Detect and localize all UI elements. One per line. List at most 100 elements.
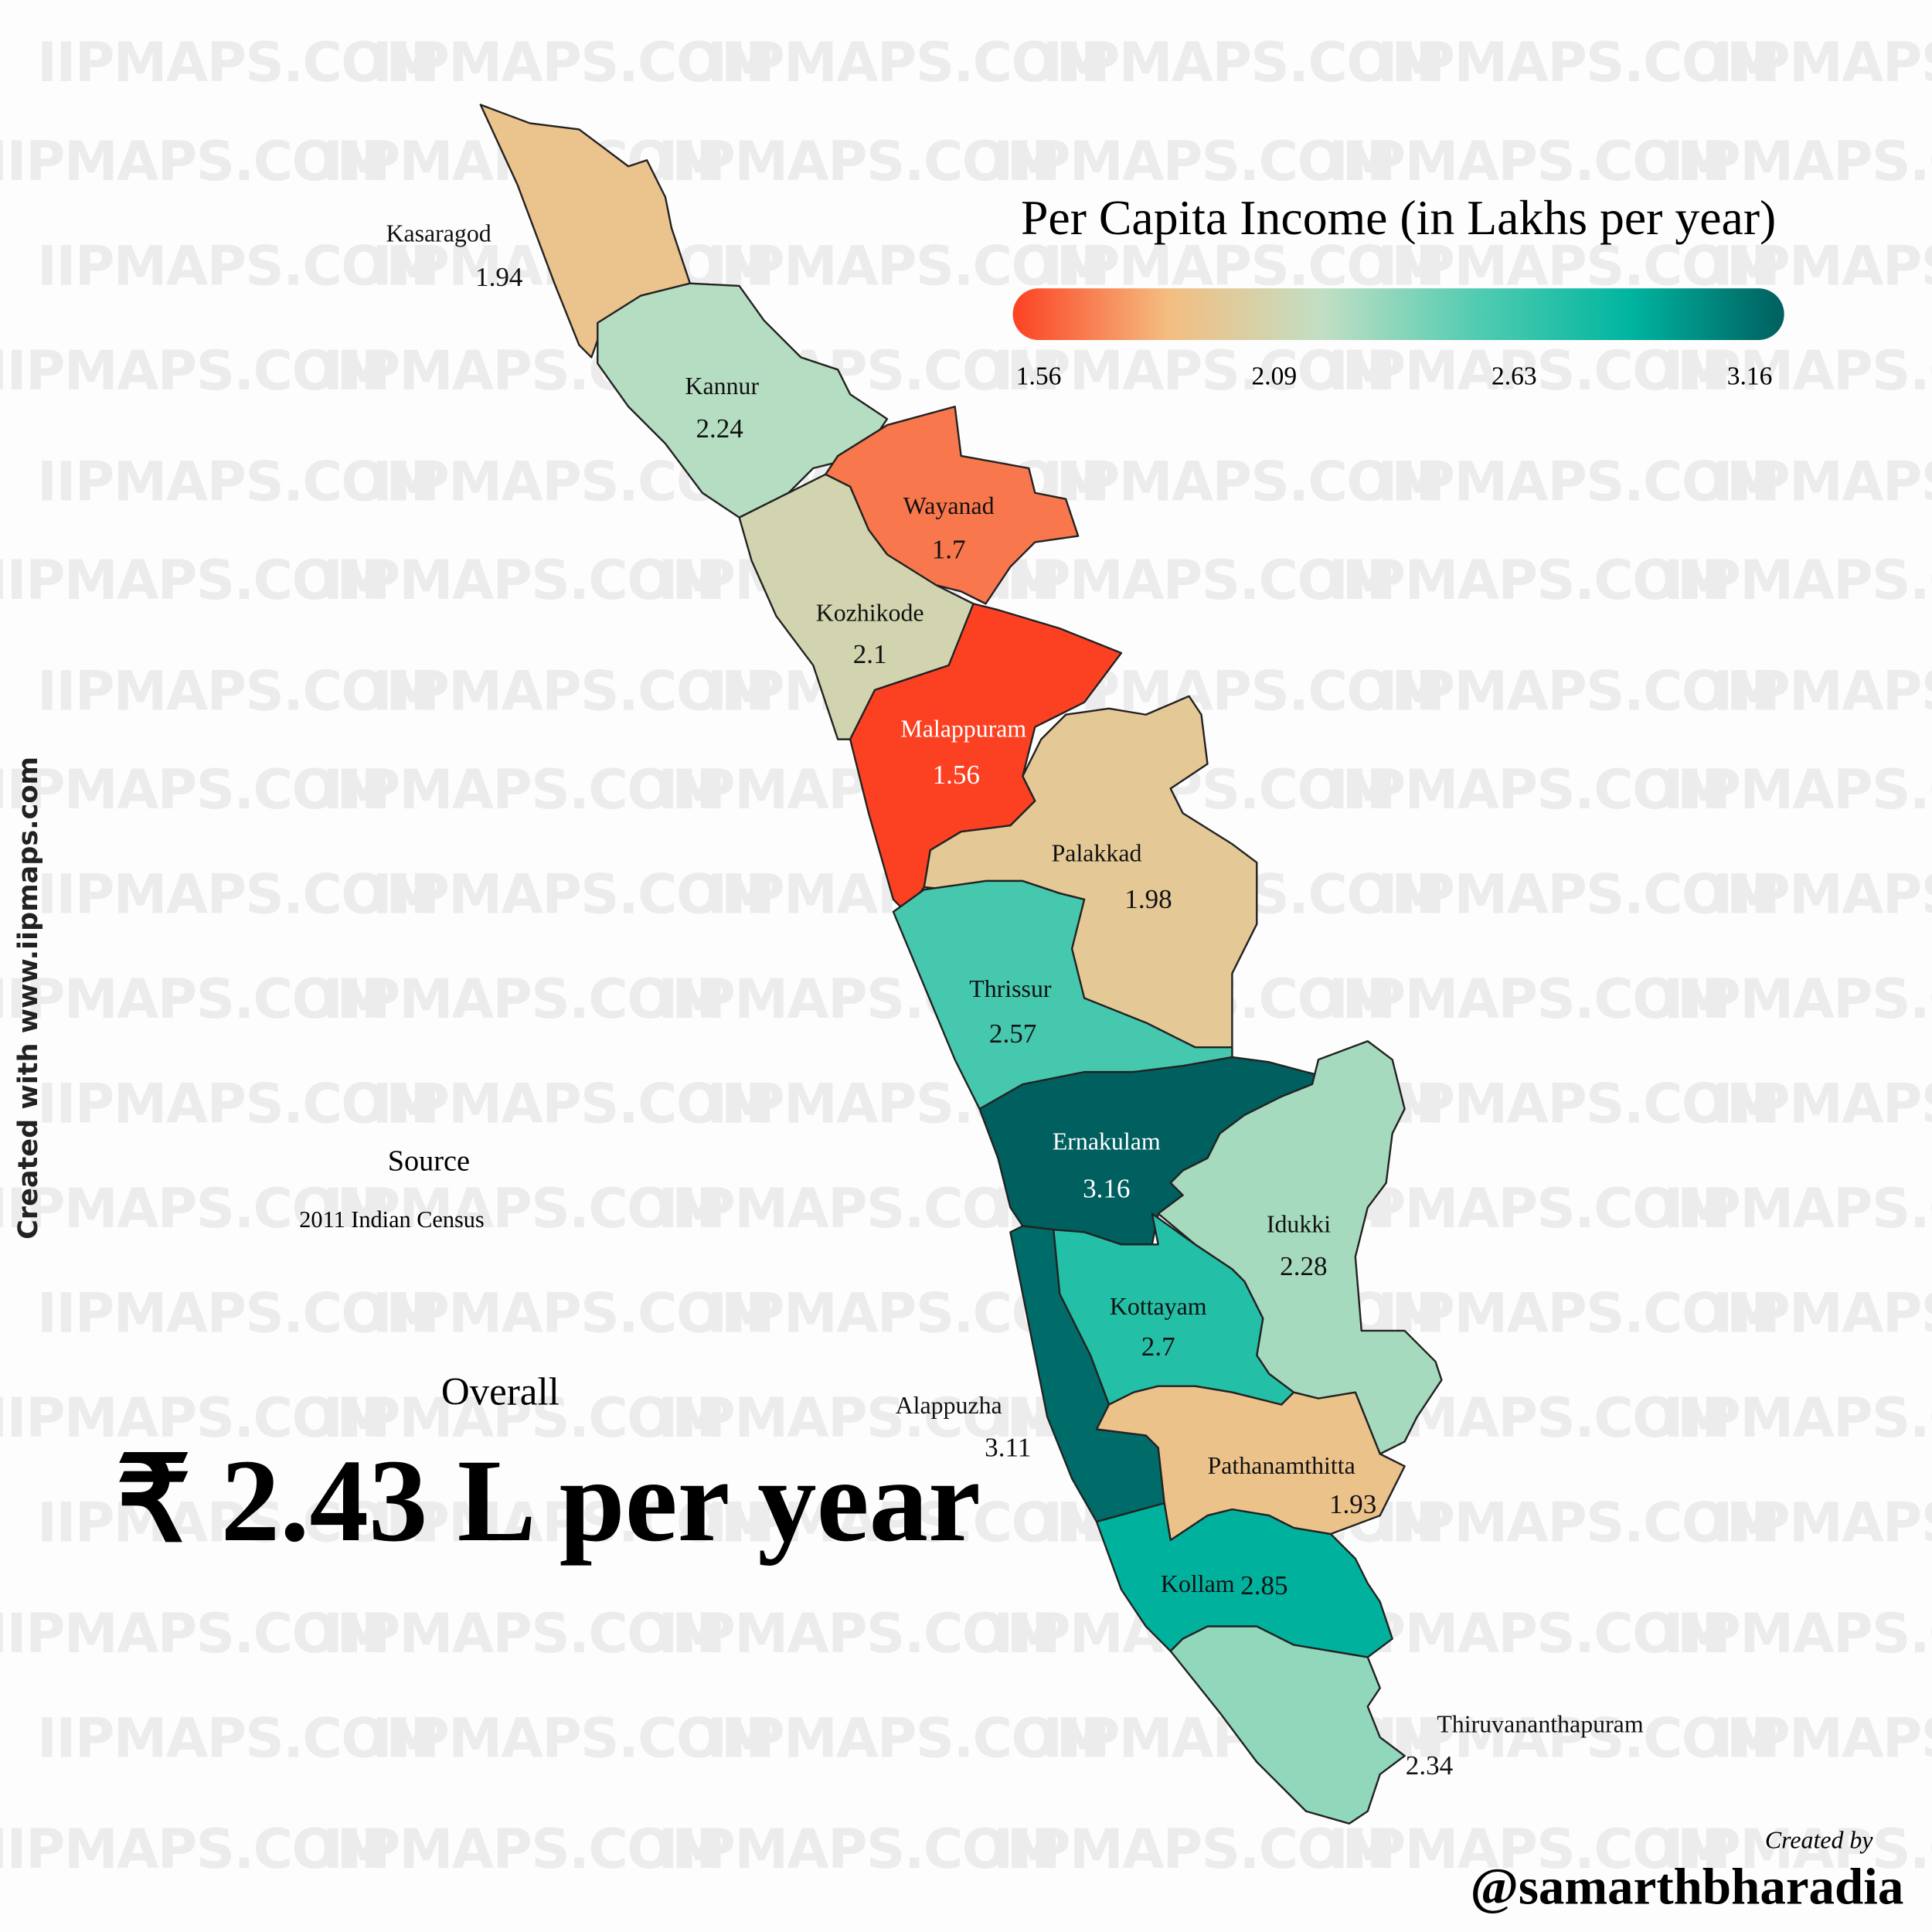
watermark: IIPMAPS.COM	[0, 968, 389, 1031]
watermark: IIPMAPS.COM	[707, 31, 1109, 94]
watermark: IIPMAPS.COM	[323, 968, 725, 1031]
watermark: IIPMAPS.COM	[1713, 862, 1932, 926]
district-value: 2.1	[853, 639, 887, 669]
watermark: IIPMAPS.COM	[658, 1818, 1060, 1881]
watermark: IIPMAPS.COM	[658, 1177, 1060, 1240]
legend-colorbar	[1012, 288, 1784, 341]
watermark: IIPMAPS.COM	[1713, 1282, 1932, 1345]
district-value: 2.28	[1280, 1251, 1327, 1281]
watermark: IIPMAPS.COM	[1378, 862, 1780, 926]
watermark: IIPMAPS.COM	[323, 1177, 725, 1240]
watermark: IIPMAPS.COM	[0, 339, 389, 403]
district-name: Palakkad	[1052, 839, 1142, 866]
watermark: IIPMAPS.COM	[1378, 31, 1780, 94]
watermark: IIPMAPS.COM	[707, 1492, 1109, 1555]
district-name: Ernakulam	[1053, 1128, 1161, 1155]
watermark: IIPMAPS.COM	[1663, 339, 1932, 403]
watermark: IIPMAPS.COM	[1043, 234, 1444, 298]
district-name: Kottayam	[1110, 1293, 1207, 1320]
watermark: IIPMAPS.COM	[1328, 549, 1730, 612]
watermark: IIPMAPS.COM	[1328, 968, 1730, 1031]
district-name: Kasaragod	[386, 220, 491, 247]
watermark: IIPMAPS.COM	[37, 1072, 439, 1135]
district-name: Kollam	[1161, 1570, 1235, 1597]
watermark: IIPMAPS.COM	[1663, 549, 1932, 612]
watermark: IIPMAPS.COM	[1663, 968, 1932, 1031]
watermark: IIPMAPS.COM	[1713, 659, 1932, 723]
watermark: IIPMAPS.COM	[707, 234, 1109, 298]
district-name: Thrissur	[969, 975, 1052, 1002]
watermark: IIPMAPS.COM	[993, 549, 1395, 612]
watermark: IIPMAPS.COM	[1328, 1602, 1730, 1665]
district-value: 1.94	[475, 262, 522, 292]
district-name: Kozhikode	[816, 600, 924, 627]
watermark: IIPMAPS.COM	[37, 234, 439, 298]
district-name: Thiruvananthapuram	[1437, 1711, 1644, 1738]
district	[1169, 1625, 1406, 1825]
watermark: IIPMAPS.COM	[372, 31, 774, 94]
watermark: IIPMAPS.COM	[323, 1818, 725, 1881]
district-name: Wayanad	[903, 492, 995, 519]
overall-heading: Overall	[441, 1371, 560, 1414]
watermark: IIPMAPS.COM	[323, 549, 725, 612]
watermark: IIPMAPS.COM	[372, 1492, 774, 1555]
watermark: IIPMAPS.COM	[993, 339, 1395, 403]
watermark: IIPMAPS.COM	[1663, 758, 1932, 821]
watermark: IIPMAPS.COM	[0, 1818, 389, 1881]
watermark: IIPMAPS.COM	[372, 1282, 774, 1345]
district-value: 2.7	[1141, 1332, 1175, 1362]
watermark: IIPMAPS.COM	[372, 1707, 774, 1770]
watermark: IIPMAPS.COM	[37, 1492, 439, 1555]
district-value: 1.98	[1124, 884, 1172, 914]
district-value: 2.34	[1406, 1750, 1453, 1781]
watermark: IIPMAPS.COM	[37, 862, 439, 926]
source-text: 2011 Indian Census	[299, 1206, 484, 1233]
watermark: IIPMAPS.COM	[1713, 31, 1932, 94]
watermark: IIPMAPS.COM	[707, 1707, 1109, 1770]
district-value: 1.93	[1329, 1489, 1376, 1519]
watermark: IIPMAPS.COM	[1328, 339, 1730, 403]
legend-title: Per Capita Income (in Lakhs per year)	[1021, 190, 1776, 245]
watermark: IIPMAPS.COM	[1713, 1707, 1932, 1770]
source-heading: Source	[388, 1145, 470, 1178]
watermark: IIPMAPS.COM	[993, 1818, 1395, 1881]
district-name: Idukki	[1267, 1210, 1331, 1237]
watermark: IIPMAPS.COM	[372, 1072, 774, 1135]
watermark: IIPMAPS.COM	[37, 1282, 439, 1345]
watermark: IIPMAPS.COM	[372, 862, 774, 926]
watermark: IIPMAPS.COM	[1713, 1072, 1932, 1135]
watermark: IIPMAPS.COM	[658, 1386, 1060, 1450]
watermark: IIPMAPS.COM	[993, 130, 1395, 193]
watermark: IIPMAPS.COM	[1378, 234, 1780, 298]
watermark: IIPMAPS.COM	[372, 659, 774, 723]
district-name: Alappuzha	[896, 1392, 1002, 1419]
overall-value: ₹ 2.43 L per year	[116, 1436, 981, 1566]
credit-handle: @samarthbharadia	[1471, 1858, 1904, 1915]
watermark: IIPMAPS.COM	[1713, 1492, 1932, 1555]
watermark: IIPMAPS.COM	[1713, 234, 1932, 298]
watermark: IIPMAPS.COM	[1043, 31, 1444, 94]
legend-tick-label: 2.09	[1252, 362, 1298, 390]
watermark: IIPMAPS.COM	[1043, 450, 1444, 513]
watermark: IIPMAPS.COM	[37, 1707, 439, 1770]
watermark: IIPMAPS.COM	[1328, 758, 1730, 821]
watermark: IIPMAPS.COM	[37, 659, 439, 723]
watermark: IIPMAPS.COM	[1328, 1818, 1730, 1881]
district-value: 3.16	[1083, 1174, 1130, 1204]
district-value: 1.7	[932, 534, 966, 564]
district-name: Kannur	[685, 372, 760, 400]
watermark: IIPMAPS.COM	[1663, 1602, 1932, 1665]
legend-tick-label: 1.56	[1016, 362, 1062, 390]
side-note: Created with www.iipmaps.com	[12, 757, 44, 1240]
watermark: IIPMAPS.COM	[1663, 1818, 1932, 1881]
legend-tick-label: 2.63	[1492, 362, 1537, 390]
watermark: IIPMAPS.COM	[0, 1386, 389, 1450]
watermark: IIPMAPS.COM	[658, 130, 1060, 193]
watermark: IIPMAPS.COM	[323, 1386, 725, 1450]
watermark: IIPMAPS.COM	[658, 1602, 1060, 1665]
watermark: IIPMAPS.COM	[37, 31, 439, 94]
watermark: IIPMAPS.COM	[1713, 450, 1932, 513]
watermark: IIPMAPS.COM	[0, 1177, 389, 1240]
watermark: IIPMAPS.COM	[1663, 1386, 1932, 1450]
watermark: IIPMAPS.COM	[323, 1602, 725, 1665]
